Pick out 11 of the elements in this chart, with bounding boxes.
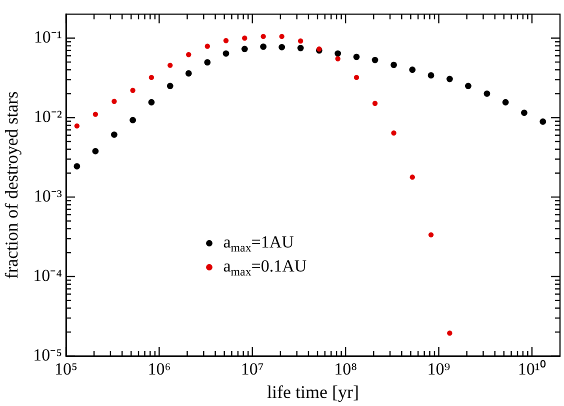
x-tick-label: 10⁶ (148, 360, 171, 379)
y-tick-label: 10⁻¹ (34, 28, 62, 47)
x-tick-label: 10⁷ (240, 360, 264, 379)
x-tick-label: 10⁸ (334, 360, 358, 379)
x-tick-label: 10⁹ (427, 360, 450, 379)
y-tick-label: 10⁻³ (34, 186, 62, 206)
x-axis-title: life time [yr] (267, 382, 359, 402)
y-tick-label: 10⁻² (34, 107, 62, 126)
x-tick-label: 10¹⁰ (518, 360, 546, 379)
y-tick-label: 10⁻⁴ (33, 266, 62, 285)
y-axis-title: fraction of destroyed stars (2, 91, 22, 279)
